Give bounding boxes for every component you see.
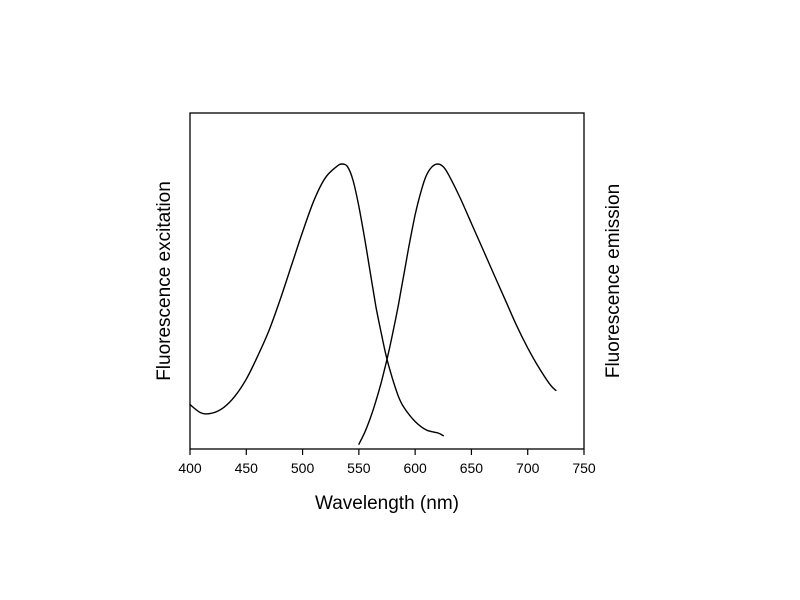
x-tick-label: 750 xyxy=(572,460,596,476)
emission-curve xyxy=(358,163,557,445)
curves xyxy=(189,163,557,445)
excitation-curve xyxy=(189,163,444,437)
x-tick-label: 700 xyxy=(516,460,540,476)
x-axis-ticks xyxy=(189,449,585,455)
y-axis-label-left: Fluorescence excitation xyxy=(154,181,175,381)
x-tick-label: 600 xyxy=(403,460,427,476)
x-tick-label: 400 xyxy=(178,460,202,476)
plot-frame xyxy=(189,112,585,450)
x-tick-label: 550 xyxy=(347,460,371,476)
x-axis-tick-labels: 400 450 500 550 600 650 700 750 xyxy=(178,460,596,476)
x-tick-label: 500 xyxy=(291,460,315,476)
x-axis-label: Wavelength (nm) xyxy=(315,493,459,514)
x-tick-label: 650 xyxy=(460,460,484,476)
x-tick-label: 450 xyxy=(235,460,259,476)
y-axis-label-right: Fluorescence emission xyxy=(603,184,624,378)
